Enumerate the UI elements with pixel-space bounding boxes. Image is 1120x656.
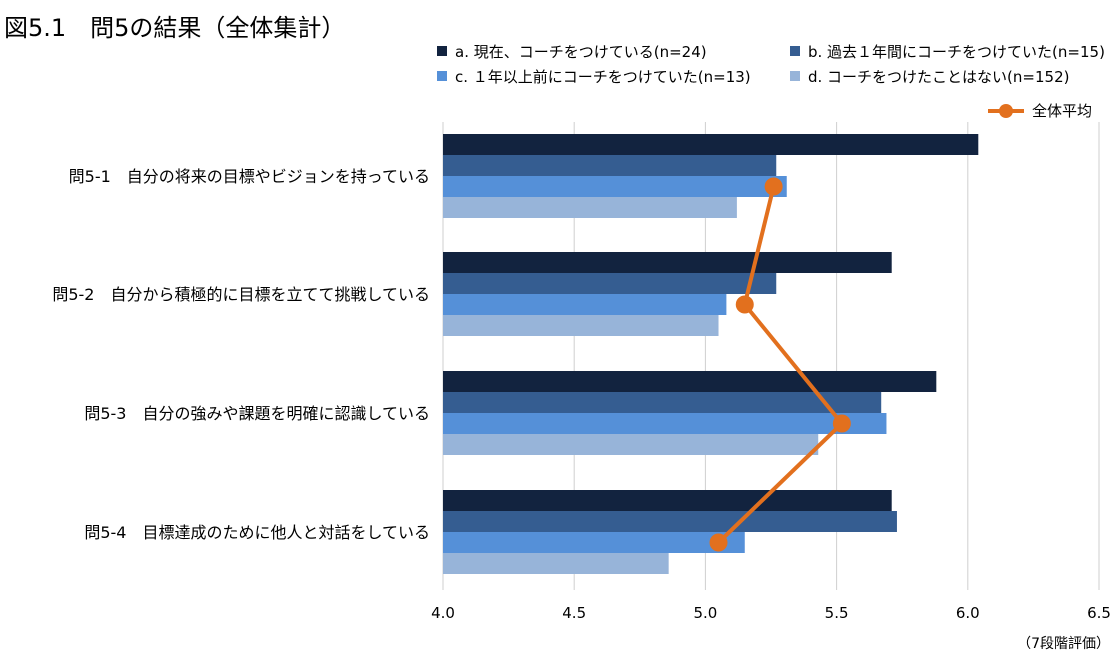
legend-label-c: c. １年以上前にコーチをつけていた(n=13) bbox=[455, 68, 751, 86]
legend-swatch-a bbox=[437, 46, 447, 56]
x-axis-ticks: 4.0 4.5 5.0 5.5 6.0 6.5 bbox=[431, 604, 1111, 622]
legend-label-b: b. 過去１年間にコーチをつけていた(n=15) bbox=[808, 43, 1105, 61]
legend-swatch-b bbox=[790, 46, 800, 56]
legend: a. 現在、コーチをつけている(n=24) b. 過去１年間にコーチをつけていた… bbox=[437, 43, 1105, 120]
bar-d-2 bbox=[443, 315, 719, 336]
overall-point-2 bbox=[735, 295, 754, 314]
overall-average-line bbox=[709, 177, 851, 552]
x-tick-label-3: 5.5 bbox=[825, 604, 849, 622]
category-label-2: 問5-2 自分から積極的に目標を立てて挑戦している bbox=[52, 285, 430, 304]
overall-point-3 bbox=[832, 414, 851, 433]
legend-label-d: d. コーチをつけたことはない(n=152) bbox=[808, 68, 1069, 86]
x-tick-label-2: 5.0 bbox=[693, 604, 717, 622]
unit-note: （7段階評価） bbox=[1017, 636, 1110, 652]
bar-b-2 bbox=[443, 273, 777, 294]
bar-c-2 bbox=[443, 294, 727, 315]
overall-point-1 bbox=[764, 177, 783, 196]
bar-d-3 bbox=[443, 434, 819, 455]
bar-b-3 bbox=[443, 392, 882, 413]
bar-a-1 bbox=[443, 134, 979, 155]
overall-line bbox=[717, 186, 844, 544]
x-tick-label-5: 6.5 bbox=[1087, 604, 1111, 622]
category-label-1: 問5-1 自分の将来の目標やビジョンを持っている bbox=[69, 167, 430, 186]
bar-b-1 bbox=[443, 155, 777, 176]
bar-c-4 bbox=[443, 532, 745, 553]
legend-swatch-c bbox=[437, 71, 447, 81]
bar-a-4 bbox=[443, 490, 892, 511]
overall-point-4 bbox=[709, 533, 728, 552]
bar-d-1 bbox=[443, 197, 737, 218]
bar-d-4 bbox=[443, 553, 669, 574]
legend-marker-overall bbox=[999, 104, 1013, 118]
bar-b-4 bbox=[443, 511, 897, 532]
x-tick-label-1: 4.5 bbox=[562, 604, 586, 622]
category-label-4: 問5-4 目標達成のために他人と対話をしている bbox=[84, 523, 430, 542]
bar-a-2 bbox=[443, 252, 892, 273]
legend-swatch-d bbox=[790, 71, 800, 81]
bar-a-3 bbox=[443, 371, 937, 392]
legend-label-a: a. 現在、コーチをつけている(n=24) bbox=[455, 43, 707, 61]
bar-c-3 bbox=[443, 413, 887, 434]
bars bbox=[443, 134, 979, 574]
x-tick-label-4: 6.0 bbox=[956, 604, 980, 622]
x-tick-label-0: 4.0 bbox=[431, 604, 455, 622]
figure-title: 図5.1 問5の結果（全体集計） bbox=[4, 14, 345, 42]
legend-label-overall: 全体平均 bbox=[1032, 102, 1092, 120]
bar-c-1 bbox=[443, 176, 787, 197]
category-label-3: 問5-3 自分の強みや課題を明確に認識している bbox=[84, 404, 430, 423]
